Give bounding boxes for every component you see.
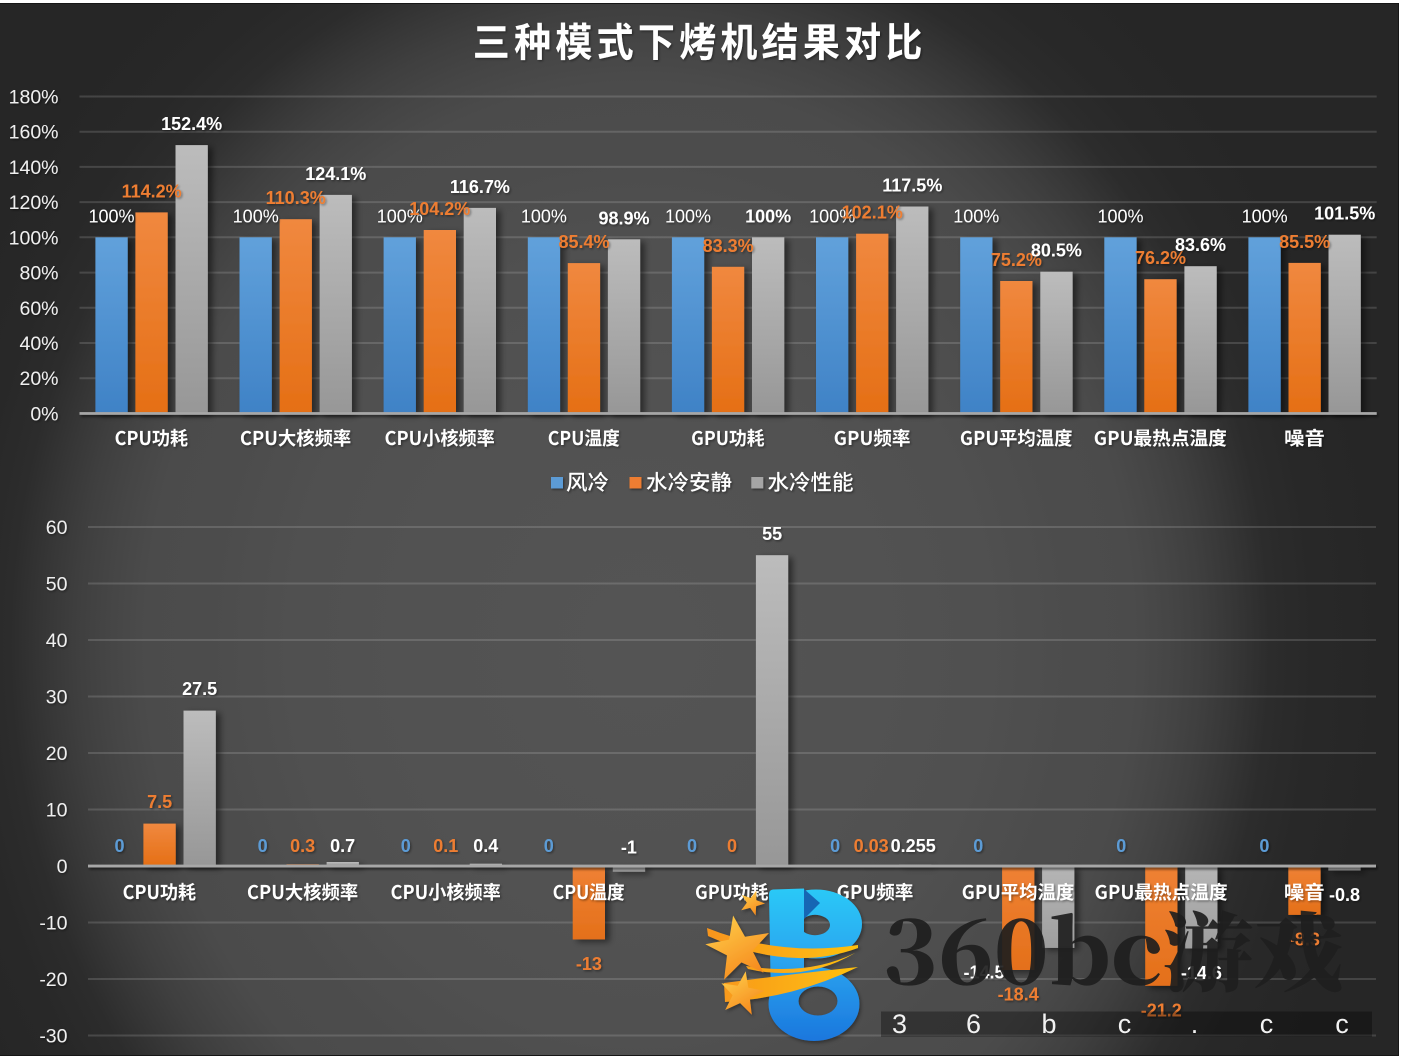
svg-text:0: 0 (544, 836, 554, 856)
svg-text:20%: 20% (19, 368, 58, 390)
svg-text:60%: 60% (19, 298, 58, 320)
svg-text:40: 40 (46, 630, 68, 652)
svg-text:100%: 100% (953, 206, 999, 226)
svg-text:-20: -20 (39, 969, 67, 991)
svg-text:116.7%: 116.7% (450, 177, 510, 197)
svg-text:104.2%: 104.2% (409, 199, 470, 219)
svg-text:114.2%: 114.2% (122, 181, 182, 201)
svg-text:83.6%: 83.6% (1175, 235, 1226, 255)
svg-text:100%: 100% (1242, 206, 1288, 226)
svg-text:83.3%: 83.3% (703, 236, 754, 256)
svg-text:100%: 100% (233, 206, 279, 226)
svg-text:76.2%: 76.2% (1135, 248, 1186, 268)
svg-text:-10: -10 (39, 913, 67, 935)
svg-text:100%: 100% (1097, 206, 1143, 226)
svg-text:c: c (1118, 1009, 1132, 1039)
svg-text:-1: -1 (621, 838, 637, 858)
svg-text:85.5%: 85.5% (1279, 232, 1330, 252)
svg-text:0.4: 0.4 (473, 836, 498, 856)
svg-text:85.4%: 85.4% (558, 232, 609, 252)
svg-text:-0.8: -0.8 (1329, 885, 1360, 905)
svg-text:0: 0 (830, 836, 840, 856)
svg-text:3: 3 (892, 1009, 907, 1039)
svg-text:0.7: 0.7 (330, 836, 355, 856)
svg-text:0: 0 (973, 836, 983, 856)
svg-text:117.5%: 117.5% (882, 176, 942, 196)
svg-text:0: 0 (57, 856, 68, 878)
svg-text:152.4%: 152.4% (161, 114, 222, 134)
svg-text:c: c (1335, 1009, 1349, 1039)
svg-text:30: 30 (46, 687, 68, 709)
svg-text:0.3: 0.3 (290, 836, 315, 856)
svg-text:100%: 100% (521, 206, 567, 226)
svg-text:80.5%: 80.5% (1031, 241, 1082, 261)
svg-text:110.3%: 110.3% (266, 188, 326, 208)
svg-text:100%: 100% (745, 206, 791, 226)
svg-text:0: 0 (727, 836, 737, 856)
svg-text:0: 0 (1116, 836, 1126, 856)
svg-text:0: 0 (401, 836, 411, 856)
svg-text:6: 6 (966, 1009, 981, 1039)
svg-text:b: b (1041, 1009, 1056, 1039)
svg-text:7.5: 7.5 (147, 792, 172, 812)
svg-text:-30: -30 (39, 1026, 67, 1048)
svg-text:0: 0 (1259, 836, 1269, 856)
svg-text:100%: 100% (377, 206, 423, 226)
svg-text:100%: 100% (9, 227, 59, 249)
svg-text:27.5: 27.5 (182, 679, 217, 699)
svg-text:10: 10 (46, 800, 68, 822)
svg-text:c: c (1260, 1009, 1274, 1039)
svg-text:50: 50 (46, 574, 68, 596)
svg-text:0.255: 0.255 (891, 836, 936, 856)
svg-text:40%: 40% (19, 333, 58, 355)
svg-text:0: 0 (258, 836, 268, 856)
svg-text:98.9%: 98.9% (598, 208, 649, 228)
svg-text:100%: 100% (88, 206, 134, 226)
svg-text:20: 20 (46, 743, 68, 765)
svg-text:140%: 140% (9, 157, 59, 179)
svg-text:102.1%: 102.1% (842, 203, 903, 223)
svg-text:100%: 100% (809, 206, 855, 226)
svg-text:120%: 120% (9, 192, 59, 214)
svg-text:-21.2: -21.2 (1141, 1000, 1182, 1020)
svg-text:124.1%: 124.1% (305, 164, 366, 184)
svg-text:75.2%: 75.2% (991, 250, 1042, 270)
svg-text:60: 60 (46, 517, 68, 539)
svg-text:-18.4: -18.4 (998, 985, 1039, 1005)
svg-text:.: . (1191, 1009, 1199, 1039)
svg-text:0: 0 (687, 836, 697, 856)
svg-text:0%: 0% (30, 403, 58, 425)
svg-text:100%: 100% (665, 206, 711, 226)
svg-text:80%: 80% (19, 263, 58, 285)
svg-text:180%: 180% (9, 87, 59, 109)
svg-text:160%: 160% (9, 122, 59, 144)
svg-text:-13: -13 (576, 954, 602, 974)
svg-text:0.03: 0.03 (854, 836, 889, 856)
svg-text:0: 0 (114, 836, 124, 856)
svg-text:0.1: 0.1 (433, 836, 458, 856)
svg-text:55: 55 (762, 524, 782, 544)
svg-text:101.5%: 101.5% (1314, 204, 1375, 224)
